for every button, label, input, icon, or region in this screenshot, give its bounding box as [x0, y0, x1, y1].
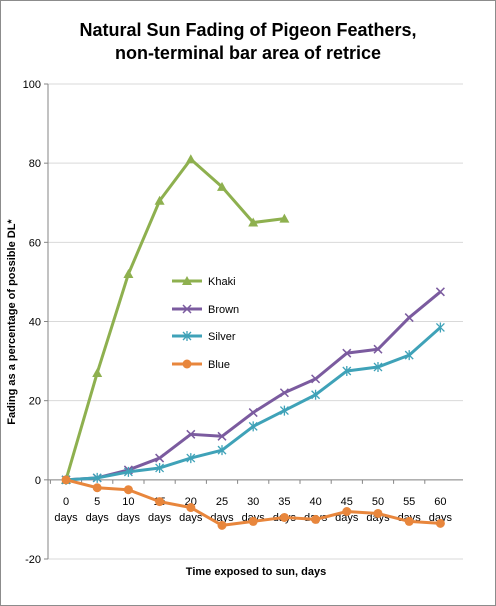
- data-point-blue: [279, 512, 289, 522]
- data-point-brown: [248, 408, 258, 418]
- data-point-blue: [61, 475, 71, 485]
- data-point-brown: [404, 313, 414, 323]
- axes: [44, 83, 463, 560]
- legend-item-khaki: Khaki: [172, 276, 236, 288]
- data-point-silver: [92, 472, 102, 483]
- data-point-brown: [311, 374, 321, 384]
- data-point-brown: [373, 344, 383, 354]
- series-khaki: [61, 154, 290, 484]
- data-point-blue: [248, 516, 258, 526]
- y-tick-labels: 100 80 60 40 20 0 -20: [23, 79, 41, 566]
- data-point-silver: [342, 365, 352, 376]
- x-tick-label: 5 days: [86, 496, 110, 524]
- x-tick-label: 10 days: [117, 496, 141, 524]
- x-tick-label: 0 days: [54, 496, 78, 524]
- data-point-silver: [373, 362, 383, 373]
- legend-label-silver: Silver: [208, 331, 236, 343]
- data-point-blue: [92, 483, 102, 493]
- data-point-blue: [155, 497, 165, 507]
- data-point-khaki: [279, 213, 290, 223]
- y-tick-label: 80: [29, 158, 41, 170]
- y-tick-label: -20: [25, 554, 41, 566]
- data-point-blue: [217, 520, 227, 530]
- series-blue: [61, 475, 445, 530]
- series-line-silver: [65, 326, 442, 482]
- legend-marker-brown: [182, 304, 192, 314]
- data-point-silver: [435, 322, 445, 333]
- y-axis-label: Fading as a percentage of possible DL*: [6, 219, 18, 425]
- data-point-khaki: [217, 181, 227, 191]
- x-tick-label: 45 days: [335, 496, 359, 524]
- y-tick-label: 100: [23, 79, 41, 91]
- series-brown: [61, 287, 445, 485]
- data-point-blue: [123, 485, 133, 495]
- data-point-silver: [311, 389, 321, 400]
- data-point-blue: [373, 508, 383, 518]
- chart-title: Natural Sun Fading of Pigeon Feathers,: [79, 20, 416, 40]
- data-point-silver: [155, 462, 165, 473]
- series-layer: [61, 154, 445, 530]
- data-point-silver: [248, 421, 258, 432]
- data-point-blue: [435, 518, 445, 528]
- data-point-silver: [279, 405, 289, 416]
- data-point-khaki: [92, 367, 103, 377]
- y-tick-label: 20: [29, 396, 41, 408]
- legend-label-khaki: Khaki: [208, 276, 236, 288]
- series-line-khaki: [64, 157, 285, 481]
- legend: Khaki Brown Silver Blue: [172, 276, 239, 371]
- legend-marker-khaki: [182, 276, 192, 285]
- series-silver: [61, 322, 445, 485]
- y-tick-label: 60: [29, 237, 41, 249]
- legend-item-blue: Blue: [172, 359, 230, 371]
- data-point-silver: [404, 350, 414, 361]
- data-point-blue: [404, 516, 414, 526]
- data-point-brown: [155, 453, 165, 463]
- data-point-blue: [342, 507, 352, 516]
- legend-item-silver: Silver: [172, 331, 236, 343]
- x-axis-label: Time exposed to sun, days: [186, 566, 326, 578]
- legend-label-blue: Blue: [208, 359, 230, 371]
- y-tick-label: 0: [35, 475, 41, 487]
- data-point-brown: [217, 431, 227, 441]
- data-point-khaki: [123, 269, 134, 278]
- series-line-brown: [65, 290, 442, 482]
- data-point-silver: [123, 466, 133, 477]
- x-tick-label: 60 days: [429, 496, 453, 524]
- data-point-khaki: [248, 217, 259, 227]
- chart-subtitle: non-terminal bar area of retrice: [115, 43, 381, 63]
- data-point-brown: [186, 429, 196, 439]
- legend-label-brown: Brown: [208, 304, 239, 316]
- y-tick-label: 40: [29, 317, 41, 329]
- legend-marker-blue: [182, 359, 192, 369]
- data-point-khaki: [154, 195, 165, 205]
- data-point-khaki: [185, 154, 196, 164]
- data-point-silver: [186, 453, 196, 464]
- data-point-brown: [342, 348, 352, 358]
- data-point-blue: [311, 514, 321, 524]
- data-point-blue: [186, 503, 196, 513]
- data-point-brown: [279, 388, 289, 398]
- data-point-brown: [435, 287, 445, 297]
- data-point-silver: [217, 445, 227, 456]
- legend-marker-silver: [182, 331, 192, 341]
- legend-item-brown: Brown: [172, 304, 239, 316]
